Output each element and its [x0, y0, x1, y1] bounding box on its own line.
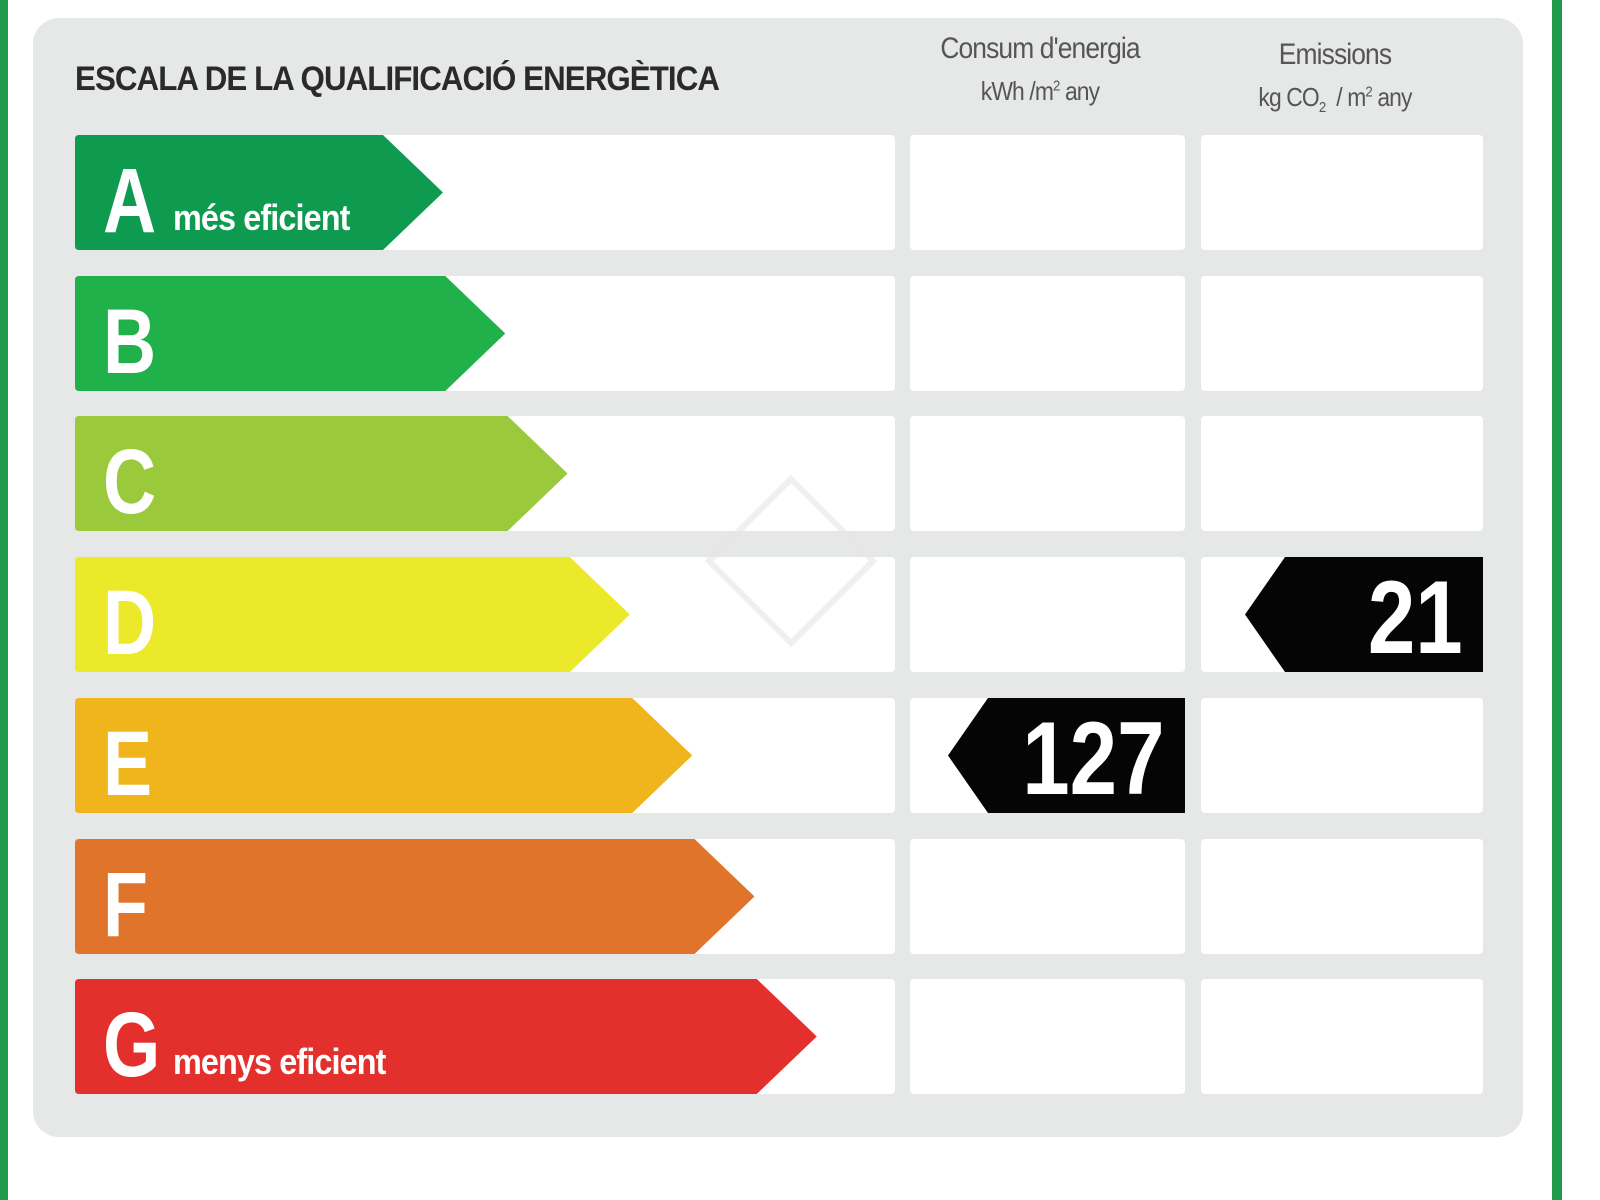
- label-title: ESCALA DE LA QUALIFICACIÓ ENERGÈTICA: [75, 60, 720, 98]
- energy-cell-g: [910, 979, 1185, 1095]
- unit-sup: 2: [1365, 83, 1372, 101]
- emissions-cell-b: [1201, 275, 1483, 391]
- grade-letter: B: [103, 290, 157, 393]
- grade-description: més eficient: [173, 197, 350, 238]
- emissions-rating-value: 21: [1368, 560, 1463, 677]
- left-green-border: [0, 0, 8, 1200]
- energy-column-header: Consum d'energia kWh /m2 any: [921, 32, 1159, 107]
- arrow-shape: [75, 135, 443, 250]
- grade-letter: G: [103, 994, 161, 1097]
- grade-arrow-e: E: [75, 697, 693, 815]
- grade-letter: C: [103, 431, 157, 534]
- emissions-column-header: Emissions kg CO2 / m2 any: [1216, 38, 1454, 116]
- energy-rating-value: 127: [1022, 700, 1165, 817]
- grade-arrow-c: C: [75, 416, 568, 533]
- arrow-shape: [75, 979, 817, 1095]
- grade-letter: A: [103, 150, 157, 252]
- grade-letter: F: [103, 853, 148, 956]
- energy-rating-badge: 127: [948, 697, 1185, 817]
- unit-text: kWh /m: [980, 76, 1054, 106]
- grade-description: menys eficient: [173, 1041, 386, 1083]
- energy-column-unit: kWh /m2 any: [921, 76, 1159, 107]
- unit-text: / m: [1325, 82, 1366, 112]
- badge-arrow-shape: [1245, 557, 1483, 673]
- emissions-cell-g: [1201, 979, 1483, 1095]
- emissions-column-label: Emissions: [1278, 38, 1392, 71]
- arrow-shape: [75, 557, 630, 673]
- arrow-shape: [75, 697, 693, 813]
- grade-arrow-d: D: [75, 557, 630, 674]
- energy-cell-d: [910, 557, 1185, 673]
- unit-sup: 2: [1053, 77, 1060, 95]
- unit-sub: 2: [1318, 99, 1326, 117]
- energy-column-label: Consum d'energia: [940, 32, 1140, 65]
- energy-cell-b: [910, 275, 1185, 391]
- unit-text: kg CO: [1258, 82, 1319, 112]
- right-green-border: [1552, 0, 1562, 1200]
- arrow-shape: [75, 838, 755, 954]
- emissions-cell-a: [1201, 135, 1483, 250]
- emissions-column-unit: kg CO2 / m2 any: [1216, 82, 1454, 116]
- arrow-shape: [75, 275, 506, 391]
- emissions-cell-e: [1201, 697, 1483, 813]
- energy-cell-a: [910, 135, 1185, 250]
- unit-text: any: [1371, 82, 1412, 112]
- energy-cell-c: [910, 416, 1185, 532]
- arrow-shape: [75, 416, 568, 532]
- emissions-cell-f: [1201, 838, 1483, 954]
- grade-letter: E: [103, 712, 153, 815]
- unit-text: any: [1059, 76, 1100, 106]
- grade-letter: D: [103, 572, 157, 675]
- energy-cell-f: [910, 838, 1185, 954]
- emissions-rating-badge: 21: [1245, 557, 1483, 676]
- grade-arrow-f: F: [75, 838, 755, 956]
- badge-arrow-shape: [948, 697, 1185, 813]
- grade-arrow-b: B: [75, 275, 506, 393]
- emissions-cell-c: [1201, 416, 1483, 532]
